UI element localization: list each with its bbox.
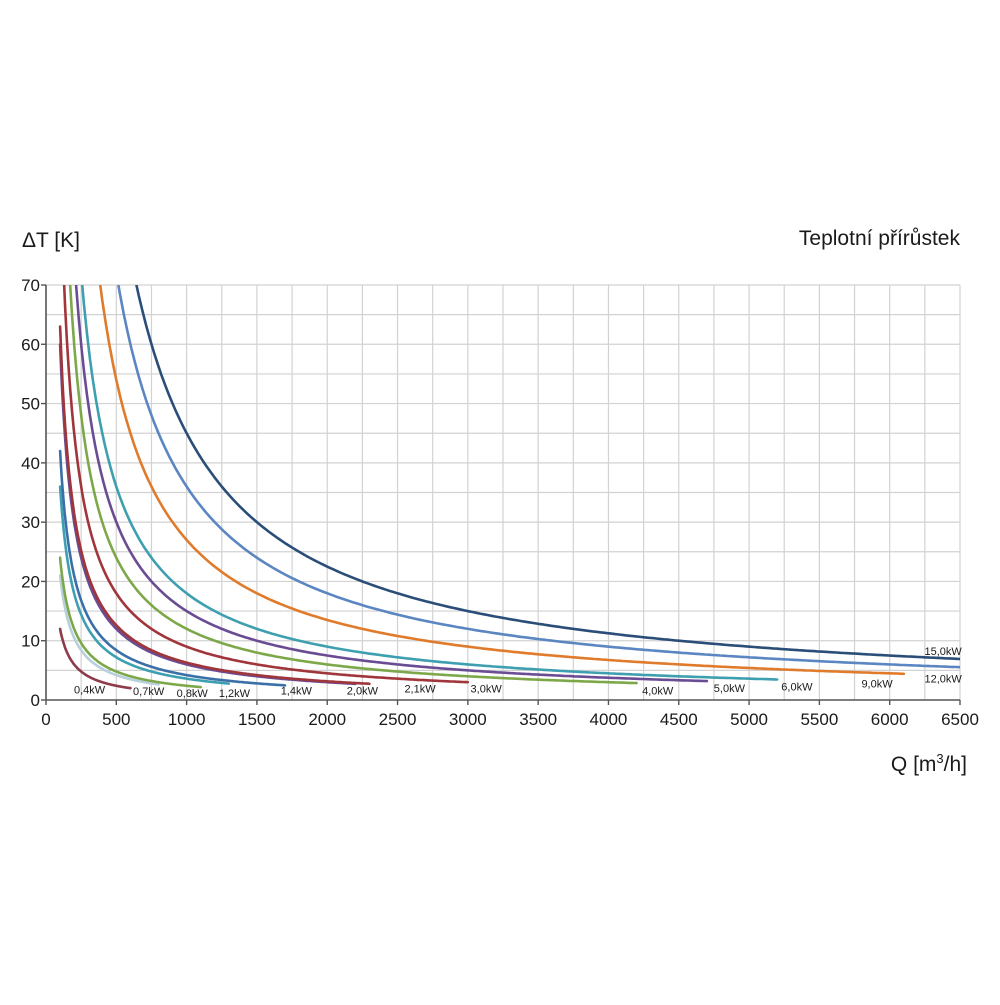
series-line-0-8kW [58, 556, 202, 689]
curves [58, 285, 960, 690]
series-line-0-4kW [58, 627, 132, 690]
x-tick-label: 6000 [871, 710, 909, 729]
series-line-1-2kW [58, 485, 231, 685]
series-line-4-0kW [68, 285, 638, 685]
series-line-2-1kW [58, 325, 371, 686]
series-label: 1,4kW [281, 686, 313, 698]
series-line-1-4kW [58, 449, 287, 687]
chart-title: Teplotní přírůstek [799, 227, 961, 250]
series-label: 0,7kW [133, 686, 165, 698]
y-tick-label: 20 [21, 572, 40, 591]
x-tick-label: 1500 [238, 710, 276, 729]
series-line-0-7kW [58, 574, 160, 686]
y-tick-label: 50 [21, 395, 40, 414]
x-tick-label: 0 [41, 710, 50, 729]
series-label: 6,0kW [781, 681, 813, 693]
curve-labels: 0,4kW 0,7kW 0,8kW 1,2kW 1,4kW 2,0kW 2,1kW 3,0kW… [74, 646, 962, 700]
series-label: 0,4kW [74, 684, 106, 696]
y-tick-label: 70 [21, 276, 40, 295]
series-line-3-0kW [62, 285, 470, 684]
y-tick-label: 60 [21, 335, 40, 354]
x-tick-label: 4500 [660, 710, 698, 729]
tick-labels: 0 10 20 30 40 50 60 70 0 500 1000 1500 2000 2500 3000 3… [21, 276, 979, 729]
x-tick-label: 3000 [449, 710, 487, 729]
series-label: 15,0kW [924, 646, 962, 658]
x-tick-label: 4000 [590, 710, 628, 729]
x-axis-title: Q [m3/h] [891, 751, 967, 776]
y-tick-label: 0 [31, 691, 40, 710]
series-line-5-0kW [74, 285, 709, 683]
series-label: 3,0kW [471, 684, 503, 696]
series-label: 1,2kW [219, 688, 251, 700]
y-tick-label: 30 [21, 513, 40, 532]
x-tick-label: 2500 [379, 710, 417, 729]
y-axis-title: ΔT [K] [22, 229, 80, 252]
axes [41, 284, 961, 705]
x-tick-label: 500 [102, 710, 130, 729]
y-tick-label: 40 [21, 454, 40, 473]
series-label: 2,0kW [347, 686, 379, 698]
x-tick-label: 6500 [941, 710, 979, 729]
series-line-9-0kW [98, 285, 906, 676]
grid [46, 284, 961, 700]
y-tick-label: 10 [21, 632, 40, 651]
series-label: 2,1kW [404, 684, 436, 696]
series-label: 5,0kW [714, 683, 746, 695]
x-tick-label: 3500 [519, 710, 557, 729]
x-tick-label: 1000 [168, 710, 206, 729]
series-line-15-0kW [135, 285, 960, 661]
series-label: 0,8kW [177, 688, 209, 700]
x-tick-label: 5000 [730, 710, 768, 729]
series-label: 4,0kW [642, 686, 674, 698]
x-tick-label: 2000 [308, 710, 346, 729]
series-label: 9,0kW [861, 678, 893, 690]
series-line-12-0kW [117, 285, 960, 669]
series-label: 12,0kW [924, 674, 962, 686]
x-tick-label: 5500 [800, 710, 838, 729]
series-line-6-0kW [80, 285, 779, 681]
